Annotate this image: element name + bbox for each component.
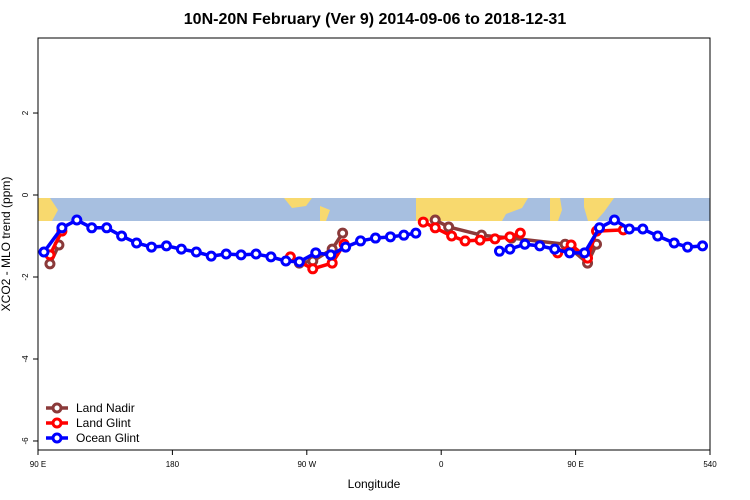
y-tick-label: 0: [21, 192, 30, 197]
data-point: [519, 238, 531, 250]
x-axis-label: Longitude: [348, 477, 401, 491]
data-point: [429, 222, 441, 234]
data-point: [668, 237, 680, 249]
data-point: [446, 230, 458, 242]
data-point: [145, 241, 157, 253]
data-point: [44, 258, 56, 270]
data-point: [534, 240, 546, 252]
ocean-band: [38, 198, 710, 221]
land-patch: [550, 198, 614, 221]
legend-marker: [51, 432, 63, 444]
y-tick-label: 2: [21, 110, 30, 115]
data-point: [652, 230, 664, 242]
plot-frame: [37, 37, 711, 451]
data-point: [608, 214, 620, 226]
data-point: [235, 249, 247, 261]
data-point: [280, 255, 292, 267]
data-point: [340, 241, 352, 253]
data-point: [514, 227, 526, 239]
data-point: [504, 231, 516, 243]
chart-title: 10N-20N February (Ver 9) 2014-09-06 to 2…: [184, 11, 567, 28]
data-point: [325, 249, 337, 261]
data-point: [116, 230, 128, 242]
x-tick-label: 90 E: [567, 460, 583, 469]
data-point: [384, 231, 396, 243]
legend-label: Land Nadir: [76, 401, 135, 415]
y-tick-label: -6: [21, 437, 30, 445]
data-point: [38, 246, 50, 258]
x-tick-label: 90 W: [297, 460, 316, 469]
data-point: [493, 245, 505, 257]
data-point: [160, 240, 172, 252]
x-tick-label: 0: [439, 460, 444, 469]
legend-label: Ocean Glint: [76, 431, 140, 445]
data-point: [593, 222, 605, 234]
data-point: [564, 247, 576, 259]
data-point: [682, 241, 694, 253]
x-tick-label: 180: [166, 460, 180, 469]
x-tick-label: 540: [703, 460, 717, 469]
data-point: [101, 222, 113, 234]
data-point: [504, 243, 516, 255]
data-point: [56, 222, 68, 234]
data-point: [410, 227, 422, 239]
data-point: [398, 229, 410, 241]
land-patch: [416, 198, 528, 221]
data-point: [549, 243, 561, 255]
data-point: [474, 234, 486, 246]
data-point: [443, 221, 455, 233]
data-point: [697, 240, 709, 252]
data-point: [205, 250, 217, 262]
data-point: [71, 214, 83, 226]
legend-marker: [51, 417, 63, 429]
land-patch: [284, 198, 330, 221]
y-tick-label: -2: [21, 273, 30, 281]
data-point: [175, 243, 187, 255]
data-point: [489, 233, 501, 245]
data-point: [250, 248, 262, 260]
data-point: [417, 216, 429, 228]
data-point: [623, 223, 635, 235]
data-point: [310, 247, 322, 259]
legend-marker: [51, 402, 63, 414]
data-point: [220, 248, 232, 260]
data-point: [131, 237, 143, 249]
map-band: [38, 198, 710, 221]
data-point: [307, 263, 319, 275]
data-point: [293, 256, 305, 268]
data-point: [579, 247, 591, 259]
y-axis-label: XCO2 - MLO trend (ppm): [0, 177, 13, 312]
data-point: [86, 222, 98, 234]
legend-label: Land Glint: [76, 416, 131, 430]
data-point: [337, 227, 349, 239]
data-point: [637, 223, 649, 235]
series-line: [48, 220, 624, 271]
plot-marks: [38, 214, 709, 275]
x-tick-label: 90 E: [30, 460, 46, 469]
y-tick-label: -4: [21, 355, 30, 363]
land-patch: [38, 198, 58, 221]
data-point: [369, 232, 381, 244]
data-point: [190, 246, 202, 258]
data-point: [355, 235, 367, 247]
data-point: [459, 235, 471, 247]
data-point: [265, 251, 277, 263]
data-point: [326, 257, 338, 269]
